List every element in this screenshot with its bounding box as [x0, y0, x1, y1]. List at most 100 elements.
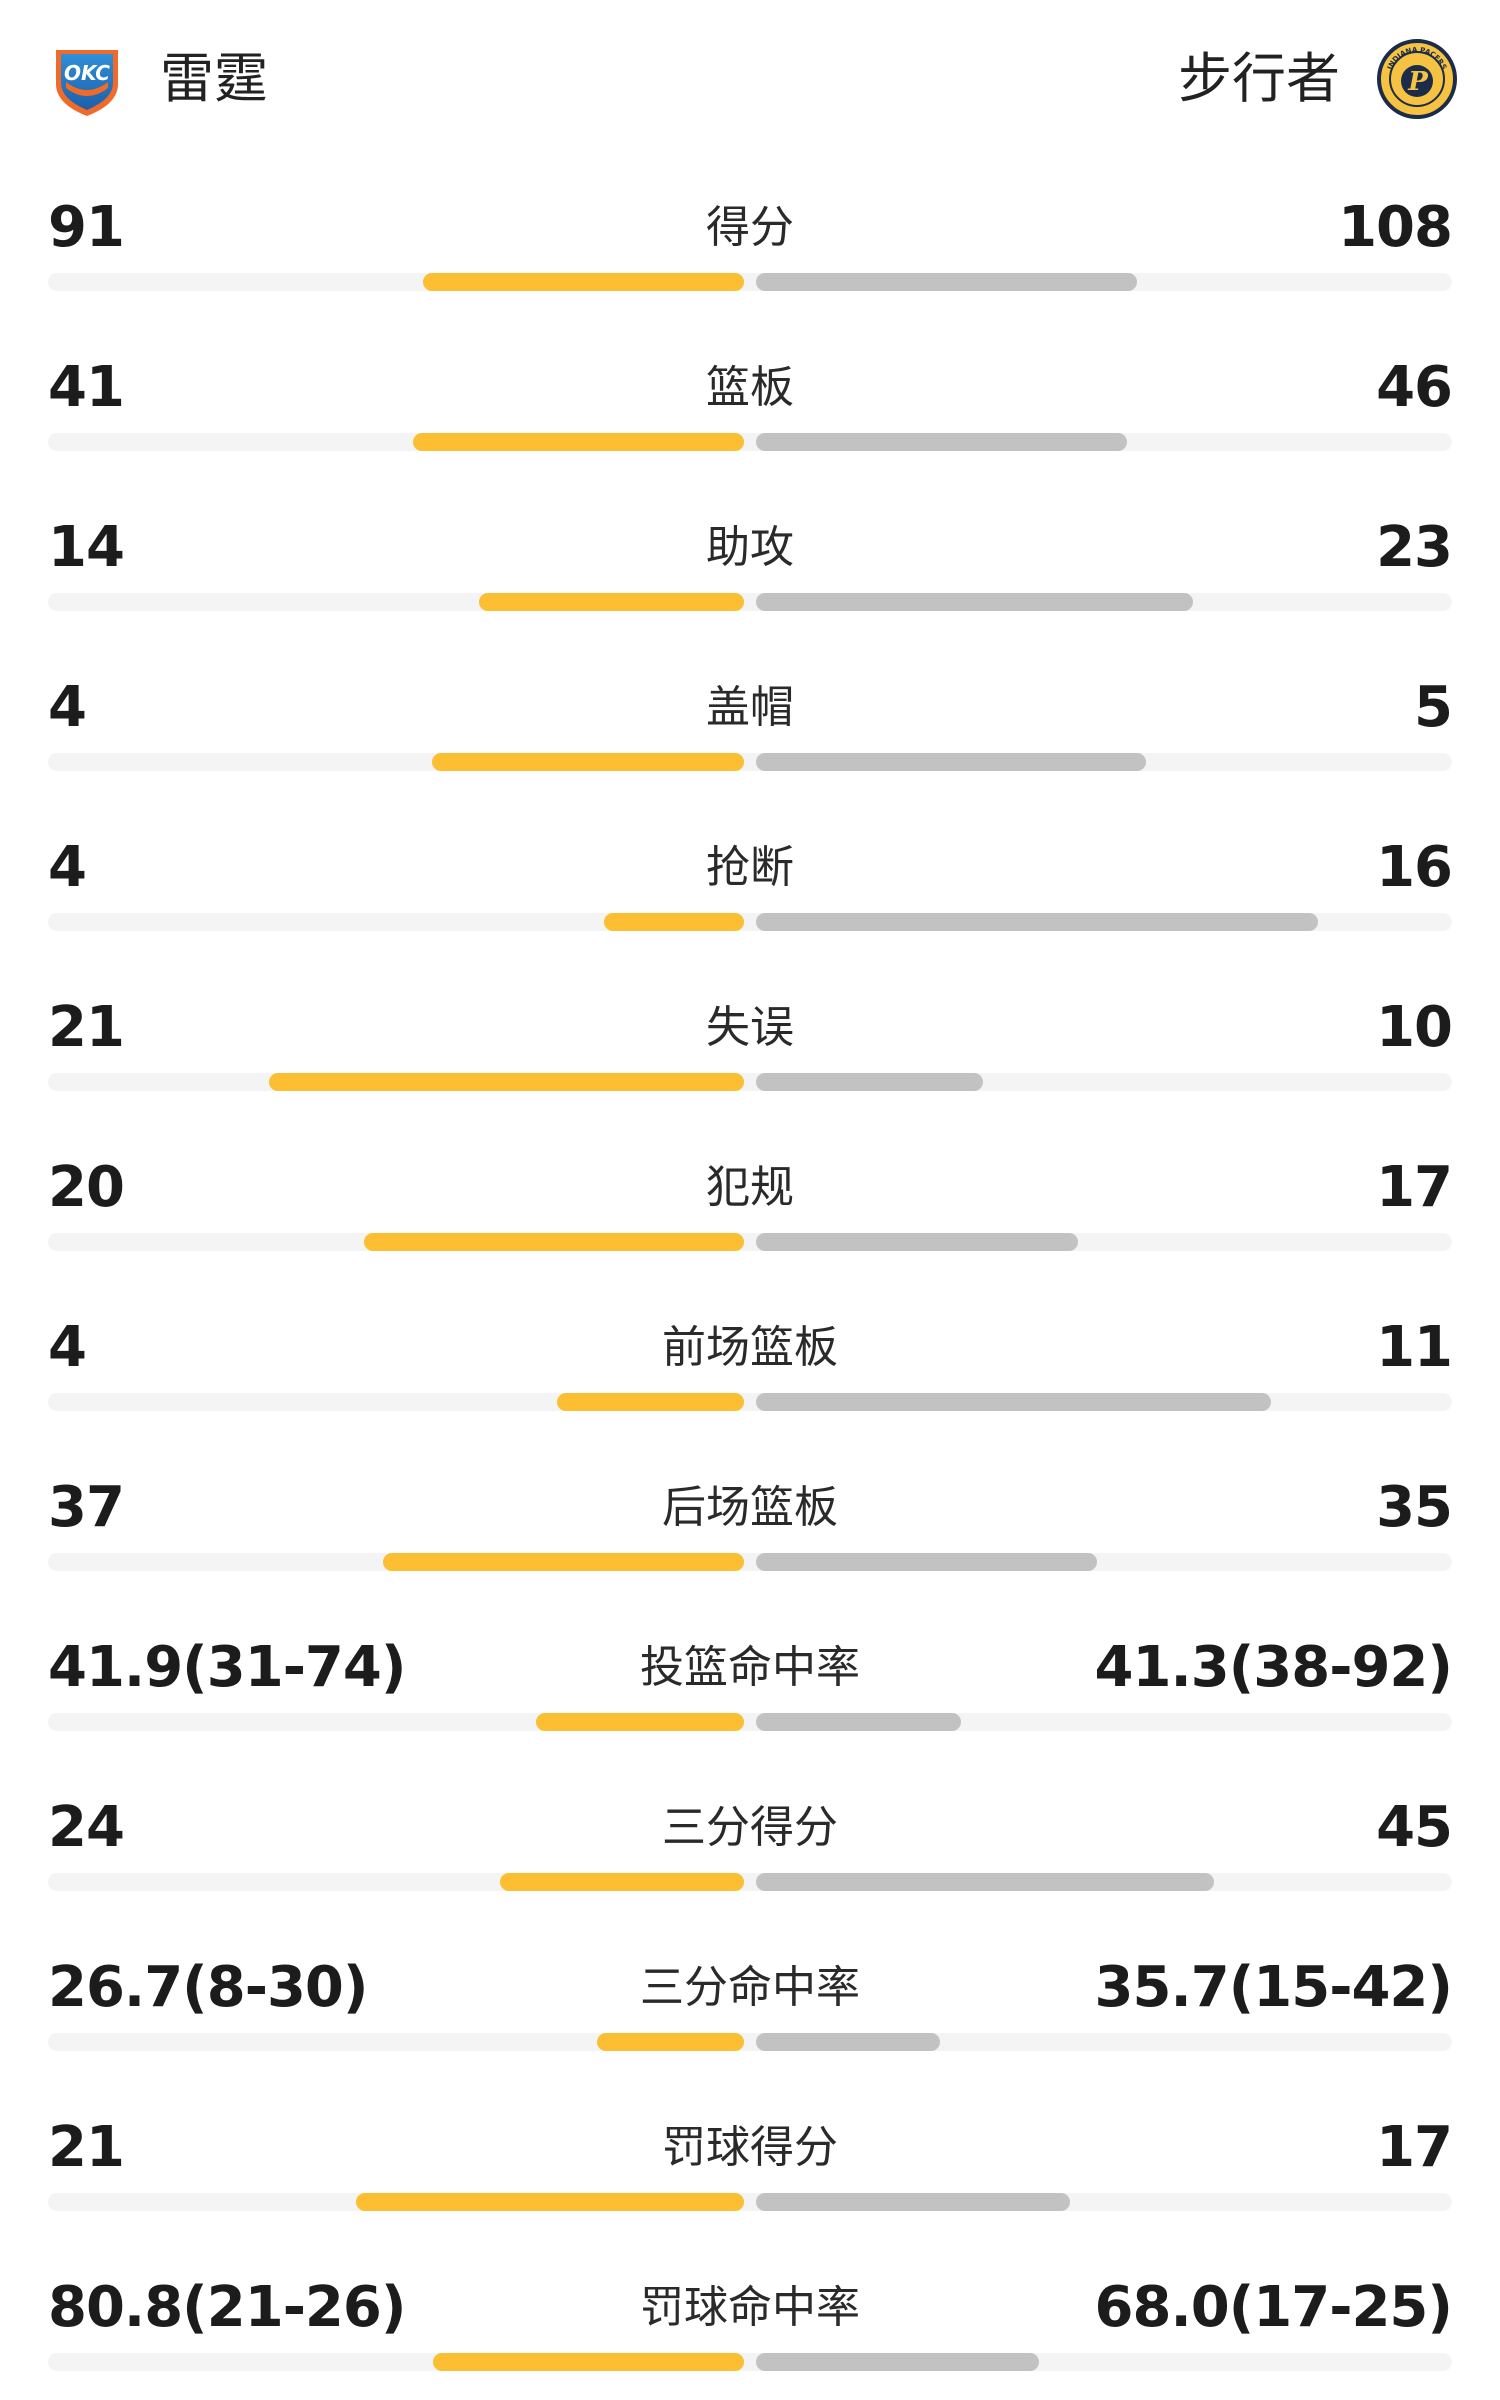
- away-stat-bar: [756, 1233, 1078, 1251]
- stat-label: 失误: [706, 1002, 794, 1053]
- stat-label: 投篮命中率: [640, 1642, 860, 1693]
- home-stat-bar: [433, 2353, 744, 2371]
- stat-bar-track: [48, 593, 1452, 611]
- stat-bar-track: [48, 1233, 1452, 1251]
- stats-comparison-list: 91 得分 108 41 篮板 46 14 助攻 23 4 盖帽 5 4 抢断 16 21 失误 10 20 犯规 17…: [0, 165, 1500, 2400]
- stat-bar-track: [48, 273, 1452, 291]
- away-stat-bar: [756, 2033, 940, 2051]
- home-stat-value: 20: [48, 1155, 125, 1220]
- stat-row: 20 犯规 17: [0, 1125, 1500, 1285]
- stat-row: 91 得分 108: [0, 165, 1500, 325]
- stat-label: 三分命中率: [640, 1962, 860, 2013]
- home-stat-bar: [269, 1073, 744, 1091]
- stat-bar-track: [48, 433, 1452, 451]
- stat-label: 罚球命中率: [640, 2282, 860, 2333]
- stat-label: 篮板: [706, 362, 794, 413]
- home-stat-value: 41: [48, 355, 125, 420]
- home-stat-value: 41.9(31-74): [48, 1635, 406, 1700]
- home-stat-bar: [500, 1873, 744, 1891]
- stat-label: 后场篮板: [662, 1482, 838, 1533]
- stat-bar-track: [48, 1713, 1452, 1731]
- away-stat-bar: [756, 593, 1193, 611]
- svg-text:OKC: OKC: [64, 61, 110, 85]
- stat-row: 4 前场篮板 11: [0, 1285, 1500, 1445]
- home-stat-bar: [604, 913, 744, 931]
- home-stat-bar: [423, 273, 744, 291]
- stat-row: 37 后场篮板 35: [0, 1445, 1500, 1605]
- stat-label: 盖帽: [706, 682, 794, 733]
- away-stat-value: 35: [1376, 1475, 1453, 1540]
- home-stat-value: 21: [48, 2115, 125, 2180]
- home-team-name[interactable]: 雷霆: [160, 47, 268, 110]
- away-stat-bar: [756, 1553, 1097, 1571]
- away-stat-bar: [756, 273, 1137, 291]
- stat-bar-track: [48, 1553, 1452, 1571]
- away-stat-value: 11: [1376, 1315, 1453, 1380]
- stat-row: 4 盖帽 5: [0, 645, 1500, 805]
- stat-row: 80.8(21-26) 罚球命中率 68.0(17-25): [0, 2245, 1500, 2400]
- away-stat-bar: [756, 1873, 1214, 1891]
- home-stat-value: 4: [48, 675, 87, 740]
- away-stat-value: 46: [1376, 355, 1453, 420]
- home-stat-value: 4: [48, 1315, 87, 1380]
- home-stat-value: 24: [48, 1795, 125, 1860]
- stat-label: 三分得分: [662, 1802, 838, 1853]
- home-stat-value: 80.8(21-26): [48, 2275, 406, 2340]
- away-stat-value: 5: [1414, 675, 1453, 740]
- stat-label: 前场篮板: [662, 1322, 838, 1373]
- okc-thunder-logo-icon[interactable]: OKC: [46, 38, 128, 120]
- home-stat-value: 14: [48, 515, 125, 580]
- away-stat-value: 10: [1376, 995, 1453, 1060]
- stat-label: 助攻: [706, 522, 794, 573]
- away-stat-bar: [756, 433, 1127, 451]
- stat-bar-track: [48, 2033, 1452, 2051]
- home-stat-value: 37: [48, 1475, 125, 1540]
- away-stat-bar: [756, 2353, 1039, 2371]
- stat-row: 21 罚球得分 17: [0, 2085, 1500, 2245]
- home-stat-value: 4: [48, 835, 87, 900]
- away-stat-value: 17: [1376, 1155, 1453, 1220]
- away-stat-value: 35.7(15-42): [1094, 1955, 1453, 2020]
- away-stat-bar: [756, 913, 1318, 931]
- home-stat-bar: [536, 1713, 744, 1731]
- home-stat-value: 91: [48, 195, 125, 260]
- away-stat-bar: [756, 1073, 983, 1091]
- stat-row: 41.9(31-74) 投篮命中率 41.3(38-92): [0, 1605, 1500, 1765]
- home-stat-bar: [479, 593, 744, 611]
- stat-label: 抢断: [706, 842, 794, 893]
- stat-label: 犯规: [706, 1162, 794, 1213]
- home-stat-bar: [597, 2033, 744, 2051]
- stat-bar-track: [48, 1873, 1452, 1891]
- stat-row: 26.7(8-30) 三分命中率 35.7(15-42): [0, 1925, 1500, 2085]
- stat-bar-track: [48, 2193, 1452, 2211]
- away-stat-bar: [756, 1393, 1271, 1411]
- away-stat-value: 41.3(38-92): [1094, 1635, 1453, 1700]
- match-header: OKC 雷霆 步行者 INDIANA PACERS P: [0, 0, 1500, 165]
- away-stat-bar: [756, 1713, 961, 1731]
- svg-text:P: P: [1407, 67, 1429, 97]
- home-stat-value: 21: [48, 995, 125, 1060]
- home-stat-bar: [364, 1233, 744, 1251]
- away-stat-value: 16: [1376, 835, 1453, 900]
- away-stat-bar: [756, 753, 1146, 771]
- away-stat-value: 45: [1376, 1795, 1453, 1860]
- stat-bar-track: [48, 753, 1452, 771]
- stat-bar-track: [48, 1073, 1452, 1091]
- away-stat-value: 17: [1376, 2115, 1453, 2180]
- home-stat-bar: [356, 2193, 744, 2211]
- stat-bar-track: [48, 2353, 1452, 2371]
- away-stat-value: 23: [1376, 515, 1453, 580]
- stat-row: 21 失误 10: [0, 965, 1500, 1125]
- indiana-pacers-logo-icon[interactable]: INDIANA PACERS P: [1376, 38, 1458, 120]
- home-stat-bar: [413, 433, 744, 451]
- away-stat-value: 68.0(17-25): [1094, 2275, 1453, 2340]
- away-team-name[interactable]: 步行者: [1178, 47, 1340, 110]
- away-stat-bar: [756, 2193, 1070, 2211]
- stat-row: 14 助攻 23: [0, 485, 1500, 645]
- stat-row: 4 抢断 16: [0, 805, 1500, 965]
- stat-label: 罚球得分: [662, 2122, 838, 2173]
- home-stat-bar: [383, 1553, 744, 1571]
- home-stat-bar: [557, 1393, 744, 1411]
- away-stat-value: 108: [1338, 195, 1453, 260]
- stat-row: 24 三分得分 45: [0, 1765, 1500, 1925]
